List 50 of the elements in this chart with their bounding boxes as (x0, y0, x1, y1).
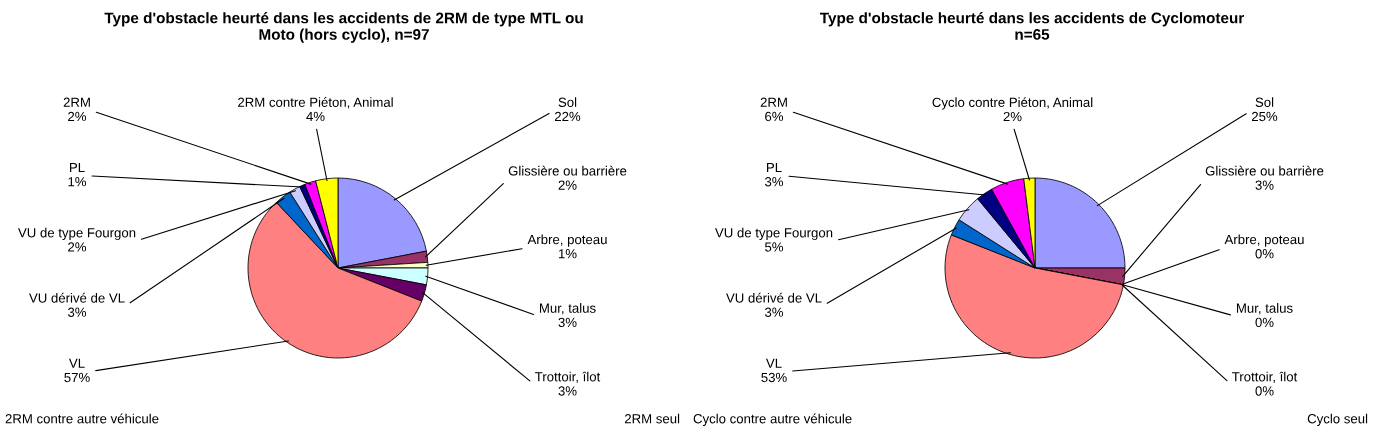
slice-label: VU de type Fourgon (715, 227, 833, 241)
slice-label: VU dérivé de VL (726, 292, 822, 303)
category-label: Arbre, poteau (1224, 234, 1304, 247)
text: 2RM seul (624, 413, 680, 424)
data-label: 2% (1003, 111, 1022, 122)
text: Cyclo seul (1307, 413, 1368, 426)
slice-label: Trottoir, îlot (535, 371, 601, 383)
slice-label: Glissière ou barrière (1205, 165, 1324, 176)
slice-label: Glissière ou barrière (508, 165, 627, 176)
slice-label: VL (68, 358, 85, 368)
data-label: 6% (765, 111, 784, 122)
category-label: Trottoir, îlot (1232, 371, 1298, 383)
slice-label: PL (767, 162, 782, 173)
data-label: 4% (306, 111, 325, 122)
text: 0% (1255, 317, 1274, 328)
slice-label: VL (765, 358, 782, 368)
slice-label: Sol (1255, 97, 1274, 107)
data-label: 3% (764, 177, 784, 187)
data-label: 5% (764, 242, 784, 252)
chart-title: Type d'obstacle heurté dans les accidents de 2RM de type MTL ou Moto (hors cyclo), n=97 (104, 12, 583, 43)
data-label: 1% (558, 249, 577, 259)
slice-label: Sol (558, 97, 577, 107)
data-label: 2% (68, 242, 87, 252)
data-label: 1% (68, 177, 87, 187)
data-label: 2% (558, 180, 577, 190)
data-label: 2% (68, 111, 87, 122)
slice-label: Arbre, poteau (527, 234, 607, 247)
data-label: 22% (554, 111, 581, 122)
text: 0% (1255, 249, 1274, 259)
data-label: 25% (1251, 111, 1278, 122)
data-label: 3% (764, 307, 784, 317)
slice-label: PL (70, 162, 85, 173)
category-label: Mur, talus (1236, 303, 1293, 315)
data-label: 53% (761, 372, 787, 383)
data-label: 3% (1255, 180, 1274, 190)
text: Cyclo contre autre véhicule (693, 413, 852, 426)
slice-label: VU de type Fourgon (18, 227, 136, 241)
slice-label: 2RM contre Piéton, Animal (238, 97, 393, 109)
data-label: 3% (67, 307, 87, 317)
text: 0% (1255, 386, 1274, 396)
slice-label: 2RM (63, 97, 90, 107)
slice-label: Cyclo contre Piéton, Animal (932, 97, 1093, 110)
slice-label: VU dérivé de VL (29, 292, 125, 303)
text: 2RM contre autre véhicule (5, 413, 159, 424)
data-label: 3% (558, 317, 577, 328)
slice-label: 2RM (760, 97, 787, 107)
data-label: 57% (64, 372, 90, 383)
chart-title: Type d'obstacle heurté dans les accidents de Cyclomoteur n=65 (819, 12, 1245, 40)
slice-label: Mur, talus (539, 303, 596, 315)
data-label: 3% (558, 386, 577, 396)
